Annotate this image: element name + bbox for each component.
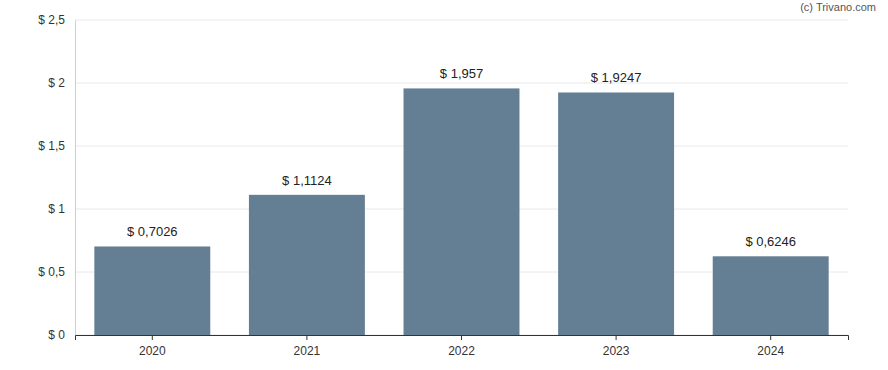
grid-line [75, 20, 848, 21]
y-tick: $ 1 [48, 202, 75, 216]
data-labels: $ 0,7026 $ 1,1124 $ 1,957 $ 1,9247 $ 0,6246 [127, 66, 796, 249]
y-tick-label: $ 1 [48, 202, 65, 216]
grid-line [75, 83, 848, 84]
x-tick-label: 2020 [139, 344, 166, 358]
x-tick: 2022 [448, 335, 475, 358]
y-tick: $ 1,5 [38, 139, 75, 153]
y-tick: $ 2,5 [38, 13, 75, 27]
data-label: $ 0,6246 [745, 234, 796, 249]
x-tick-label: 2021 [294, 344, 321, 358]
y-tick: $ 2 [48, 76, 75, 90]
y-tick-label: $ 1,5 [38, 139, 65, 153]
data-label: $ 1,1124 [282, 173, 332, 188]
x-tick: 2023 [603, 335, 630, 358]
y-tick-label: $ 2 [48, 76, 65, 90]
x-tick: 2020 [139, 335, 166, 358]
y-tick-label: $ 0,5 [38, 265, 65, 279]
bar [713, 256, 829, 335]
bar [249, 195, 365, 335]
bars [94, 88, 828, 335]
data-label: $ 0,7026 [127, 224, 178, 239]
x-tick-mark [616, 335, 617, 340]
data-label: $ 1,957 [440, 66, 483, 81]
x-tick-label: 2024 [757, 344, 784, 358]
x-tick: 2024 [757, 335, 784, 358]
bar [94, 246, 210, 335]
bar [404, 88, 520, 335]
x-axis: 2020 2021 2022 2023 2024 [76, 335, 849, 358]
y-tick-label: $ 2,5 [38, 13, 65, 27]
chart: $ 0 $ 0,5 $ 1 $ 1,5 $ 2 $ 2,5 2020 2021 2022 2023… [0, 0, 888, 370]
bar [558, 92, 674, 335]
y-tick: $ 0 [48, 328, 75, 342]
x-tick-mark [770, 335, 771, 340]
x-tick: 2021 [294, 335, 321, 358]
credit: (c) Trivano.com [800, 1, 876, 13]
x-tick-label: 2023 [603, 344, 630, 358]
data-label: $ 1,9247 [591, 70, 642, 85]
y-axis-line [75, 21, 76, 336]
x-axis-line [76, 336, 849, 341]
plot: $ 0 $ 0,5 $ 1 $ 1,5 $ 2 $ 2,5 2020 2021 2022 2023… [38, 13, 848, 357]
x-tick-mark [306, 335, 307, 340]
y-tick: $ 0,5 [38, 265, 75, 279]
x-tick-mark [461, 335, 462, 340]
x-tick-mark [152, 335, 153, 340]
y-axis: $ 0 $ 0,5 $ 1 $ 1,5 $ 2 $ 2,5 [38, 13, 75, 342]
grid [75, 20, 848, 335]
y-tick-label: $ 0 [48, 328, 65, 342]
x-tick-label: 2022 [448, 344, 475, 358]
